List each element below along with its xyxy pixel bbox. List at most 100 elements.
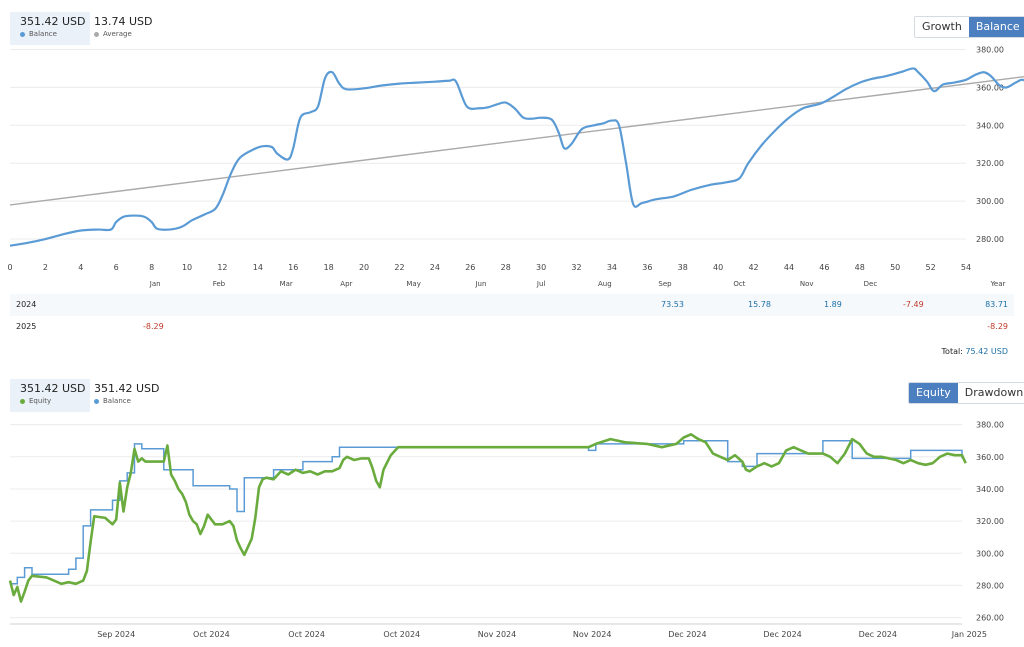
balance-line — [10, 439, 963, 585]
y-tick-label: 380.00 — [976, 421, 1004, 430]
month-label: Jun — [474, 280, 486, 288]
x-tick-label: Jan 2025 — [951, 630, 987, 639]
balance-legend-dot — [20, 31, 25, 37]
total-value: 75.42 USD — [965, 347, 1008, 356]
x-tick-label: Sep 2024 — [97, 630, 135, 639]
x-tick-label: Dec 2024 — [763, 630, 801, 639]
year-label: 2024 — [16, 300, 37, 309]
month-label: Jan — [149, 280, 161, 288]
year-total-2025: -8.29 — [987, 322, 1008, 331]
month-value-nov-2024: 1.89 — [824, 300, 842, 309]
month-label: Nov — [800, 280, 814, 288]
x-tick-label: 0 — [7, 263, 12, 272]
equity-chart: 260.00 280.00 300.00 320.00 340.00 360.00 380.… — [8, 421, 1004, 639]
y-tick-label: 280.00 — [976, 235, 1004, 244]
y-tick-label: 280.00 — [976, 581, 1004, 590]
year-row-2025: 2025 -8.29 -8.29 — [10, 316, 1014, 338]
y-tick-label: 320.00 — [976, 517, 1004, 526]
y-tick-label: 300.00 — [976, 197, 1004, 206]
average-trend-line — [9, 75, 1024, 206]
year-row-2024: 2024 73.53 15.78 1.89 -7.49 83.71 — [10, 294, 1014, 316]
month-value-oct-2024: 15.78 — [748, 300, 771, 309]
y-tick-label: 380.00 — [976, 45, 1004, 54]
month-label: Sep — [658, 280, 672, 288]
top-chart-tabs: Growth Balance — [914, 16, 1024, 38]
balance-value-bottom: 351.42 USD — [94, 382, 160, 395]
x-tick-label: 42 — [748, 263, 758, 272]
year-label: 2025 — [16, 322, 37, 331]
x-tick-label: 44 — [784, 263, 794, 272]
x-tick-label: 22 — [394, 263, 404, 272]
x-tick-label: 24 — [430, 263, 440, 272]
year-total-2024: 83.71 — [985, 300, 1008, 309]
month-label: Apr — [340, 280, 352, 288]
balance-line — [9, 67, 1024, 247]
month-value-dec-2024: -7.49 — [903, 300, 924, 309]
x-tick-label: 50 — [890, 263, 900, 272]
x-tick-label: 10 — [182, 263, 192, 272]
x-tick-label: Oct 2024 — [193, 630, 230, 639]
year-column-header: Year — [990, 280, 1006, 288]
balance-stat[interactable]: 351.42 USD Balance — [10, 12, 90, 45]
y-tick-label: 320.00 — [976, 159, 1004, 168]
x-tick-label: 6 — [114, 263, 119, 272]
x-tick-label: Oct 2024 — [383, 630, 420, 639]
total-label: Total: — [941, 347, 963, 356]
x-tick-label: 8 — [149, 263, 154, 272]
tab-balance[interactable]: Balance — [968, 17, 1024, 37]
tab-equity[interactable]: Equity — [909, 383, 958, 403]
equity-line — [8, 433, 967, 603]
x-tick-label: Oct 2024 — [288, 630, 325, 639]
average-label: Average — [103, 30, 132, 38]
average-value: 13.74 USD — [94, 15, 153, 28]
x-tick-label: 16 — [288, 263, 298, 272]
x-tick-label: 18 — [324, 263, 334, 272]
equity-legend-dot — [20, 398, 25, 404]
x-tick-label: 46 — [819, 263, 829, 272]
x-tick-label: 32 — [571, 263, 581, 272]
x-tick-label: 30 — [536, 263, 546, 272]
x-tick-label: 20 — [359, 263, 369, 272]
tab-growth[interactable]: Growth — [915, 17, 969, 37]
tab-drawdown[interactable]: Drawdown — [957, 383, 1024, 403]
balance-label-bottom: Balance — [103, 397, 131, 405]
balance-value: 351.42 USD — [20, 15, 86, 28]
x-tick-label: 2 — [43, 263, 48, 272]
y-tick-label: 360.00 — [976, 83, 1004, 92]
x-tick-label: 34 — [607, 263, 617, 272]
x-tick-label: 36 — [642, 263, 652, 272]
balance-legend-dot-bottom — [94, 398, 99, 404]
y-tick-label: 260.00 — [976, 614, 1004, 623]
equity-stat[interactable]: 351.42 USD Equity — [10, 379, 90, 412]
month-label: Jul — [536, 280, 546, 288]
average-stat[interactable]: 13.74 USD Average — [92, 12, 164, 45]
equity-value: 351.42 USD — [20, 382, 86, 395]
x-tick-label: 12 — [217, 263, 227, 272]
x-tick-label: 52 — [925, 263, 935, 272]
x-tick-label: 14 — [253, 263, 263, 272]
month-label: Aug — [598, 280, 612, 288]
bottom-chart-tabs: Equity Drawdown — [908, 382, 1024, 404]
y-tick-label: 300.00 — [976, 549, 1004, 558]
x-tick-label: 40 — [713, 263, 723, 272]
month-label: Oct — [733, 280, 745, 288]
x-tick-label: 38 — [678, 263, 688, 272]
equity-label: Equity — [29, 397, 52, 405]
y-tick-label: 340.00 — [976, 485, 1004, 494]
x-tick-label: 26 — [465, 263, 475, 272]
x-tick-label: Dec 2024 — [859, 630, 897, 639]
y-tick-label: 360.00 — [976, 453, 1004, 462]
x-tick-label: 4 — [78, 263, 83, 272]
balance-stat-bottom[interactable]: 351.42 USD Balance — [92, 379, 164, 412]
x-tick-label: 28 — [501, 263, 511, 272]
month-value-sep-2024: 73.53 — [661, 300, 684, 309]
month-value-jan-2025: -8.29 — [143, 322, 164, 331]
balance-label: Balance — [29, 30, 57, 38]
x-tick-label: Nov 2024 — [573, 630, 612, 639]
month-label: Mar — [280, 280, 293, 288]
month-label: Dec — [864, 280, 878, 288]
average-legend-dot — [94, 31, 99, 37]
month-label: Feb — [213, 280, 226, 288]
month-label: May — [406, 280, 420, 288]
